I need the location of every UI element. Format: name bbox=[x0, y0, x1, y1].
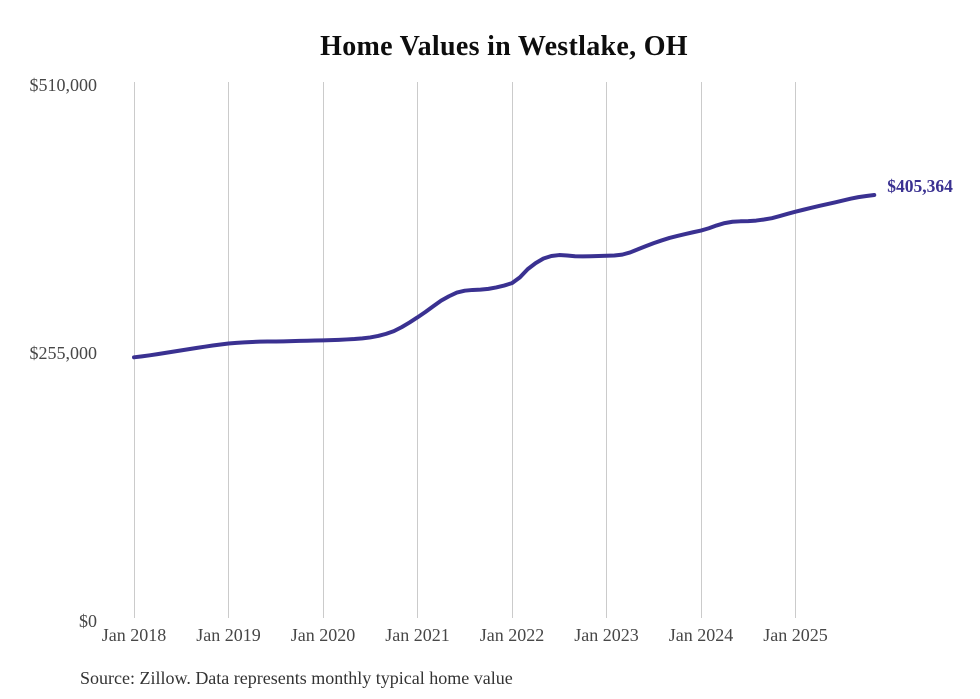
year-gridline bbox=[700, 82, 702, 618]
x-axis-tick-label: Jan 2024 bbox=[668, 625, 734, 645]
x-axis-tick-label: Jan 2019 bbox=[196, 625, 261, 645]
x-axis-tick-label: Jan 2023 bbox=[574, 625, 639, 645]
year-gridline bbox=[133, 82, 135, 618]
y-axis-tick-label-255000: $255,000 bbox=[29, 343, 98, 363]
y-axis-tick-label-510000: $510,000 bbox=[29, 75, 98, 95]
x-axis-tick-label: Jan 2022 bbox=[479, 625, 545, 645]
source-note: Source: Zillow. Data represents monthly … bbox=[80, 668, 513, 688]
latest-value-label: $405,364 bbox=[887, 175, 953, 196]
x-axis-tick-label: Jan 2018 bbox=[101, 625, 167, 645]
x-axis-tick-label: Jan 2025 bbox=[763, 625, 828, 645]
year-gridline bbox=[511, 82, 513, 618]
home-value-trend-line bbox=[132, 192, 877, 360]
x-axis-tick-label: Jan 2021 bbox=[385, 625, 450, 645]
year-gridline bbox=[417, 82, 418, 618]
year-gridline bbox=[322, 82, 324, 618]
x-axis-tick-label: Jan 2020 bbox=[290, 625, 356, 645]
year-gridline bbox=[606, 82, 607, 618]
year-gridline bbox=[228, 82, 229, 618]
y-axis-tick-label-0: $0 bbox=[79, 611, 97, 631]
year-gridline bbox=[795, 82, 796, 618]
chart-title: Home Values in Westlake, OH bbox=[320, 31, 688, 62]
